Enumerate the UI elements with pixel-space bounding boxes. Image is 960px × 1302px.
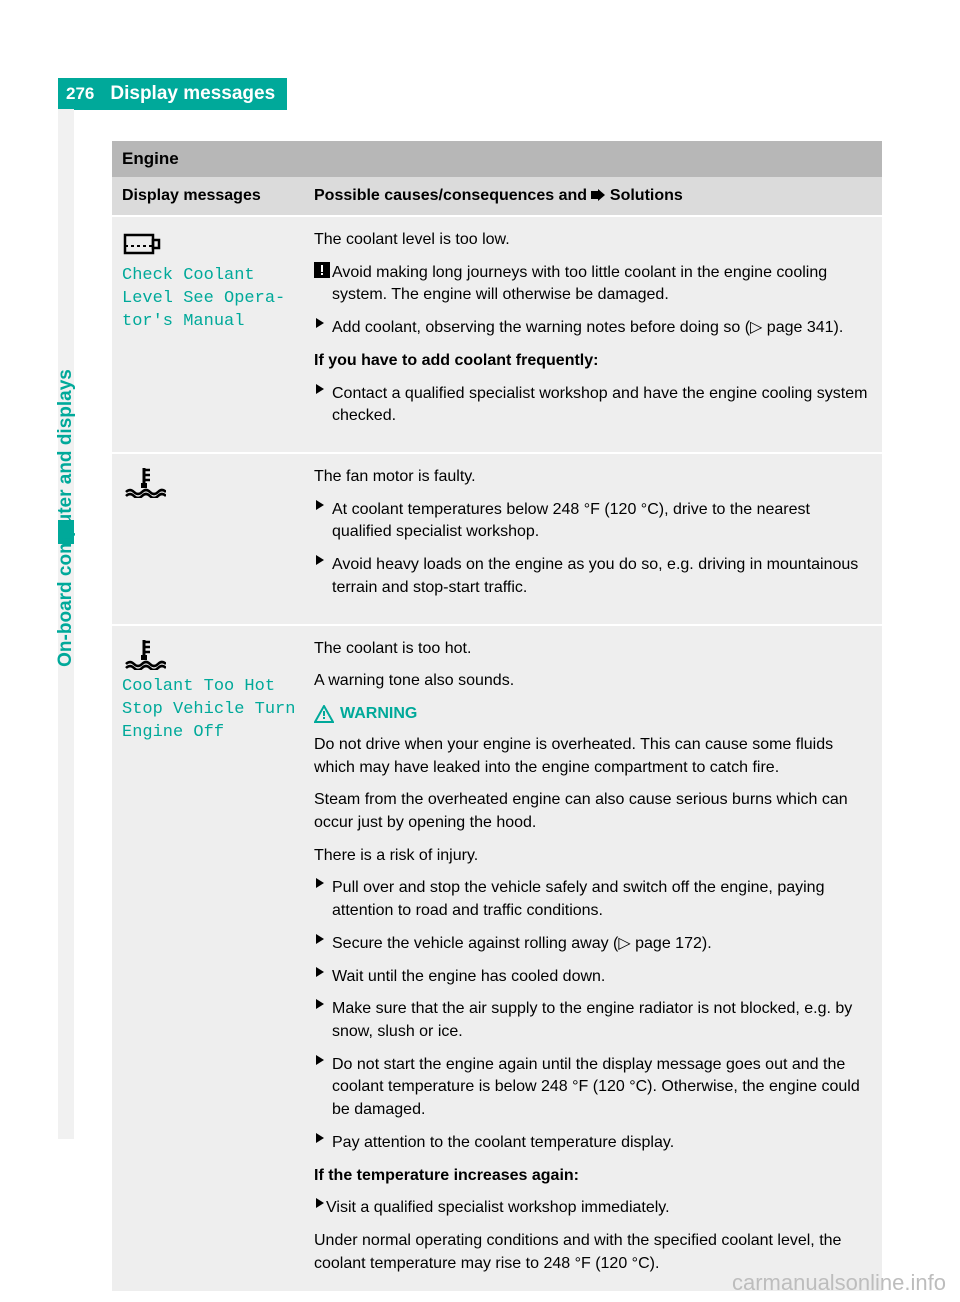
content-area: Engine Display messages Possible causes/… [112,141,882,1291]
display-message-cell: Check Coolant Level See Opera- tor's Man… [112,217,312,452]
table-row: Check Coolant Level See Opera- tor's Man… [112,215,882,452]
arrow-solutions-icon [591,189,605,201]
column-header-post: Solutions [605,187,682,204]
arrow-step-icon [314,933,326,945]
page-number: 276 [58,78,102,110]
text: There is a risk of injury. [314,845,870,868]
warning-header: WARNING [314,703,870,726]
arrow-step-icon [314,877,326,889]
text: Under normal operating conditions and wi… [314,1230,870,1275]
section-heading: Engine [112,141,882,177]
msg-line: tor's Manual [122,311,302,334]
arrow-step-icon [314,1197,326,1209]
msg-line: Coolant Too Hot [122,676,302,699]
step-item: Secure the vehicle against rolling away … [314,933,870,956]
display-message-text: Check Coolant Level See Opera- tor's Man… [122,265,302,334]
display-message-cell [112,454,312,624]
column-header-row: Display messages Possible causes/consequ… [112,177,882,215]
warning-label: WARNING [340,703,417,726]
page: 276 Display messages On-board computer a… [0,0,960,1302]
bold-text: If the temperature increases again: [314,1165,870,1188]
arrow-step-icon [314,1054,326,1066]
text: Do not start the engine again until the … [332,1054,870,1122]
watermark: carmanualsonline.info [732,1270,946,1296]
step-item: At coolant temperatures below 248 °F (12… [314,499,870,544]
step-item: Do not start the engine again until the … [314,1054,870,1122]
text: Steam from the overheated engine can als… [314,789,870,834]
page-header: 276 Display messages [58,79,287,109]
arrow-step-icon [314,998,326,1010]
solution-cell: The coolant is too hot. A warning tone a… [312,626,882,1292]
text: Contact a qualified specialist workshop … [332,383,870,428]
text: Avoid heavy loads on the engine as you d… [332,554,870,599]
coolant-level-icon [122,229,162,259]
step-item: Visit a qualified specialist workshop im… [314,1197,870,1220]
table-row: Coolant Too Hot Stop Vehicle Turn Engine… [112,624,882,1292]
msg-line: Engine Off [122,722,302,745]
coolant-temp-icon [122,638,166,670]
exclamation-icon [314,262,330,278]
alert-item: Avoid making long journeys with too litt… [314,262,870,307]
step-item: Contact a qualified specialist workshop … [314,383,870,428]
column-header-pre: Possible causes/consequences and [314,187,591,204]
text: The coolant is too hot. [314,638,870,661]
side-tab-label: On-board computer and displays [44,358,88,678]
text: The fan motor is faulty. [314,466,870,489]
step-item: Wait until the engine has cooled down. [314,966,870,989]
step-item: Pull over and stop the vehicle safely an… [314,877,870,922]
table-row: The fan motor is faulty. At coolant temp… [112,452,882,624]
msg-line: Check Coolant [122,265,302,288]
arrow-step-icon [314,1132,326,1144]
bold-text: If you have to add coolant frequently: [314,350,870,373]
display-message-text: Coolant Too Hot Stop Vehicle Turn Engine… [122,676,302,745]
page-title: Display messages [102,78,287,110]
coolant-temp-icon [122,466,166,498]
text: The coolant level is too low. [314,229,870,252]
text: Wait until the engine has cooled down. [332,966,870,989]
text: Pay attention to the coolant temperature… [332,1132,870,1155]
display-message-cell: Coolant Too Hot Stop Vehicle Turn Engine… [112,626,312,1292]
msg-line: Stop Vehicle Turn [122,699,302,722]
text: A warning tone also sounds. [314,670,870,693]
text: Pull over and stop the vehicle safely an… [332,877,870,922]
step-item: Pay attention to the coolant temperature… [314,1132,870,1155]
step-item: Add coolant, observing the warning notes… [314,317,870,340]
text: Avoid making long journeys with too litt… [332,262,870,307]
arrow-step-icon [314,554,326,566]
text: Do not drive when your engine is overhea… [314,734,870,779]
step-item: Make sure that the air supply to the eng… [314,998,870,1043]
column-header-messages: Display messages [112,177,312,215]
arrow-step-icon [314,499,326,511]
arrow-step-icon [314,383,326,395]
text: Visit a qualified specialist workshop im… [326,1197,870,1220]
warning-triangle-icon [314,705,334,723]
step-item: Avoid heavy loads on the engine as you d… [314,554,870,599]
text: At coolant temperatures below 248 °F (12… [332,499,870,544]
solution-cell: The coolant level is too low. Avoid maki… [312,217,882,452]
column-header-solutions: Possible causes/consequences and Solutio… [312,177,882,215]
text: Make sure that the air supply to the eng… [332,998,870,1043]
arrow-step-icon [314,966,326,978]
msg-line: Level See Opera- [122,288,302,311]
text: Secure the vehicle against rolling away … [332,933,870,956]
solution-cell: The fan motor is faulty. At coolant temp… [312,454,882,624]
text: Add coolant, observing the warning notes… [332,317,870,340]
arrow-step-icon [314,317,326,329]
